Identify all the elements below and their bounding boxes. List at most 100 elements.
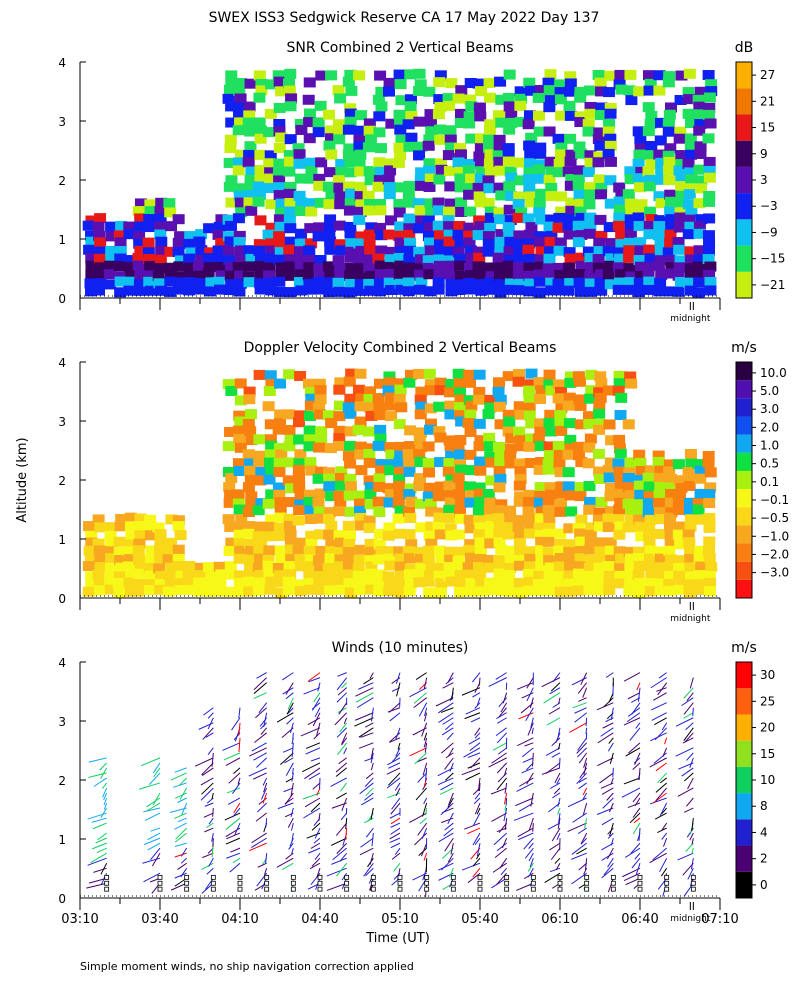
y-tick-label: 1	[58, 833, 66, 847]
heatmap-cell	[404, 69, 417, 80]
heatmap-cell	[493, 401, 506, 412]
wind-barb	[314, 707, 321, 718]
wind-barb	[553, 787, 561, 795]
heatmap-cell	[494, 561, 507, 572]
heatmap-cell	[534, 530, 547, 541]
heatmap-cell	[305, 530, 318, 541]
heatmap-cell	[674, 255, 687, 266]
heatmap-cell	[564, 377, 577, 388]
wind-barb	[334, 712, 348, 726]
heatmap-cell	[643, 229, 656, 240]
heatmap-cell	[345, 238, 358, 249]
wind-barb	[96, 847, 107, 854]
wind-barb	[550, 847, 561, 860]
heatmap-cell	[605, 482, 618, 493]
heatmap-cell	[503, 569, 516, 580]
wind-barb	[312, 782, 321, 790]
heatmap-cell	[345, 188, 358, 199]
heatmap-cell	[544, 246, 557, 257]
heatmap-cell	[433, 174, 446, 185]
wind-barb	[633, 757, 641, 764]
wind-barb	[316, 868, 321, 878]
heatmap-cell	[334, 498, 347, 509]
heatmap-cell	[373, 286, 386, 297]
heatmap-cell	[322, 467, 335, 478]
wind-barb	[287, 697, 294, 710]
wind-barb	[207, 747, 214, 756]
heatmap-cell	[652, 450, 665, 461]
heatmap-cell	[433, 512, 446, 523]
heatmap-cell	[143, 585, 156, 596]
heatmap-cell	[272, 166, 285, 177]
wind-marker	[690, 880, 696, 886]
wind-barb	[549, 782, 561, 789]
heatmap-cell	[563, 86, 576, 97]
heatmap-cell	[622, 522, 635, 533]
heatmap-cell	[312, 473, 325, 484]
heatmap-cell	[393, 528, 406, 539]
heatmap-cell	[653, 507, 666, 518]
wind-barb	[413, 692, 427, 704]
wind-barb	[393, 862, 401, 872]
heatmap-cell	[242, 418, 255, 429]
heatmap-cell	[534, 490, 547, 501]
heatmap-cell	[543, 102, 556, 113]
wind-barb	[623, 777, 641, 785]
heatmap-cell	[475, 86, 488, 97]
heatmap-cell	[675, 159, 688, 170]
heatmap-cell	[694, 148, 707, 159]
wind-barb	[504, 782, 508, 794]
wind-barb	[300, 727, 321, 737]
heatmap-cell	[462, 562, 475, 573]
heatmap-cell	[342, 149, 355, 160]
heatmap-cell	[604, 156, 617, 167]
heatmap-cell	[105, 546, 118, 557]
heatmap-cell	[704, 276, 717, 287]
heatmap-cell	[345, 85, 358, 96]
wind-barb	[226, 832, 241, 840]
heatmap-cell	[553, 450, 566, 461]
heatmap-cell	[223, 181, 236, 192]
heatmap-cell	[405, 496, 418, 507]
wind-barb	[336, 792, 347, 800]
heatmap-cell	[643, 220, 656, 231]
heatmap-cell	[394, 79, 407, 90]
heatmap-cell	[584, 496, 597, 507]
heatmap-cell	[644, 206, 657, 217]
heatmap-cell	[562, 481, 575, 492]
heatmap-cell	[315, 466, 328, 477]
wind-barb	[445, 722, 454, 731]
wind-barb	[441, 742, 454, 754]
heatmap-cell	[363, 402, 376, 413]
wind-marker	[504, 886, 510, 892]
wind-marker	[370, 880, 376, 886]
wind-barb	[261, 878, 268, 890]
wind-barb	[469, 742, 481, 752]
heatmap-cell	[234, 545, 247, 556]
heatmap-cell	[644, 586, 657, 597]
heatmap-cell	[262, 401, 275, 412]
heatmap-cell	[123, 255, 136, 266]
wind-barb	[251, 742, 267, 752]
heatmap-cell	[205, 571, 218, 582]
wind-barb	[529, 858, 534, 868]
heatmap-cell	[612, 220, 625, 231]
heatmap-cell	[543, 379, 556, 390]
heatmap-cell	[243, 386, 256, 397]
heatmap-cell	[254, 174, 267, 185]
heatmap-cell	[473, 529, 486, 540]
heatmap-cell	[373, 378, 386, 389]
heatmap-cell	[453, 260, 466, 271]
heatmap-cell	[232, 165, 245, 176]
wind-barb	[444, 822, 454, 831]
heatmap-cell	[225, 101, 238, 112]
heatmap-cell	[494, 244, 507, 255]
heatmap-cell	[542, 77, 555, 88]
heatmap-cell	[584, 157, 597, 168]
wind-barb	[420, 842, 428, 857]
heatmap-cell	[463, 237, 476, 248]
wind-barb	[636, 682, 641, 691]
heatmap-cell	[194, 270, 207, 281]
heatmap-cell	[684, 268, 697, 279]
wind-barb	[311, 822, 321, 831]
